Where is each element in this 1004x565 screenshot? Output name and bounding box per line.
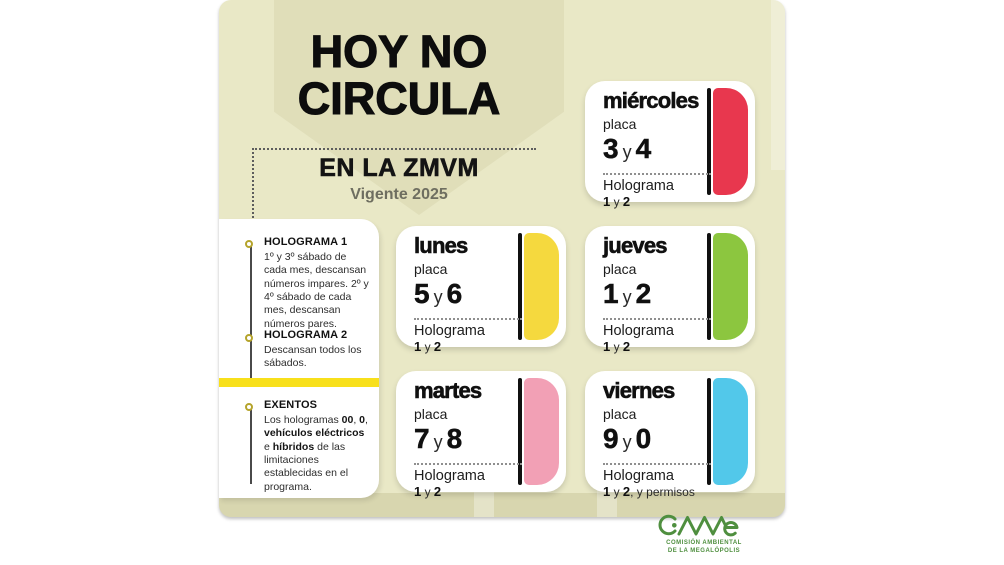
- plate-number: 7: [414, 423, 430, 454]
- rule-body: Los hologramas 00, 0, vehículos eléctric…: [264, 414, 368, 493]
- placa-label: placa: [414, 406, 448, 422]
- color-tab: [713, 378, 748, 485]
- infographic-canvas: HOY NO CIRCULA EN LA ZMVM Vigente 2025 H…: [219, 0, 785, 517]
- dotted-divider-vertical: [252, 148, 254, 218]
- rule-body: 1º y 3º sábado de cada mes, descansan nú…: [264, 251, 369, 330]
- day-name: jueves: [603, 233, 668, 259]
- day-name: lunes: [414, 233, 469, 259]
- title-line-2: CIRCULA: [297, 73, 501, 124]
- came-logo: [658, 514, 739, 537]
- placa-label: placa: [603, 116, 637, 132]
- conjunction: y: [433, 287, 443, 307]
- rule-title: HOLOGRAMA 1: [264, 236, 348, 248]
- plate-number: 3: [603, 133, 619, 164]
- plate-number: 5: [414, 278, 430, 309]
- holograma-value: 1 y 2: [414, 339, 442, 355]
- plate-number: 8: [446, 423, 463, 454]
- rule-body: Descansan todos los sábados.: [264, 344, 362, 370]
- rule-exentos: EXENTOS Los hologramas 00, 0, vehículos …: [264, 399, 372, 494]
- dotted-divider: [414, 318, 522, 320]
- conjunction: y: [433, 432, 443, 452]
- holograma-label: Holograma: [603, 323, 674, 339]
- plate-number: 2: [635, 278, 652, 309]
- color-tab: [524, 378, 559, 485]
- subtitle: EN LA ZMVM: [319, 154, 479, 183]
- dotted-divider: [414, 463, 522, 465]
- placa-label: placa: [603, 261, 637, 277]
- holograma-label: Holograma: [414, 323, 485, 339]
- timeline-line: [250, 408, 252, 484]
- rule-title: EXENTOS: [264, 399, 318, 411]
- rule-holograma-1: HOLOGRAMA 1 1º y 3º sábado de cada mes, …: [264, 236, 372, 331]
- dotted-divider: [603, 173, 711, 175]
- plate-number: 1: [603, 278, 619, 309]
- color-tab: [713, 88, 748, 195]
- came-logo-block: COMISIÓN AMBIENTAL DE LA MEGALÓPOLIS: [648, 512, 760, 555]
- title-line-1: HOY NO: [310, 26, 488, 77]
- org-name-line-2: DE LA MEGALÓPOLIS: [667, 548, 741, 555]
- org-name-line-1: COMISIÓN AMBIENTAL: [666, 540, 742, 546]
- conjunction: y: [622, 287, 632, 307]
- conjunction: y: [622, 142, 632, 162]
- day-name: martes: [414, 378, 483, 404]
- holograma-label: Holograma: [603, 178, 674, 194]
- bullet-icon: [245, 334, 253, 342]
- plate-number: 0: [635, 423, 652, 454]
- dotted-divider-horizontal: [252, 148, 536, 150]
- placa-label: placa: [603, 406, 637, 422]
- timeline-line: [250, 245, 252, 379]
- dotted-divider: [603, 463, 711, 465]
- rule-title: HOLOGRAMA 2: [264, 329, 348, 341]
- holograma-value: 1 y 2, y permisos: [603, 484, 695, 500]
- holograma-label: Holograma: [603, 468, 674, 484]
- bullet-icon: [245, 240, 253, 248]
- color-tab: [713, 233, 748, 340]
- plate-number: 4: [635, 133, 652, 164]
- page-title: HOY NO CIRCULA: [227, 26, 571, 124]
- watermark-strip: [771, 0, 785, 170]
- validity-note: Vigente 2025: [350, 186, 448, 203]
- rules-panel: HOLOGRAMA 1 1º y 3º sábado de cada mes, …: [219, 219, 379, 498]
- tab-divider-line: [707, 88, 711, 195]
- bullet-icon: [245, 403, 253, 411]
- tab-divider-line: [707, 378, 711, 485]
- color-tab: [524, 233, 559, 340]
- holograma-value: 1 y 2: [603, 194, 631, 210]
- holograma-value: 1 y 2: [603, 339, 631, 355]
- plate-number: 9: [603, 423, 619, 454]
- rule-holograma-2: HOLOGRAMA 2 Descansan todos los sábados.: [264, 329, 372, 371]
- day-name: miércoles: [603, 88, 700, 114]
- holograma-value: 1 y 2: [414, 484, 442, 500]
- tab-divider-line: [707, 233, 711, 340]
- plate-number: 6: [446, 278, 463, 309]
- dotted-divider: [603, 318, 711, 320]
- placa-label: placa: [414, 261, 448, 277]
- tab-divider-line: [518, 378, 522, 485]
- tab-divider-line: [518, 233, 522, 340]
- conjunction: y: [622, 432, 632, 452]
- yellow-divider-bar: [219, 378, 379, 387]
- day-name: viernes: [603, 378, 676, 404]
- holograma-label: Holograma: [414, 468, 485, 484]
